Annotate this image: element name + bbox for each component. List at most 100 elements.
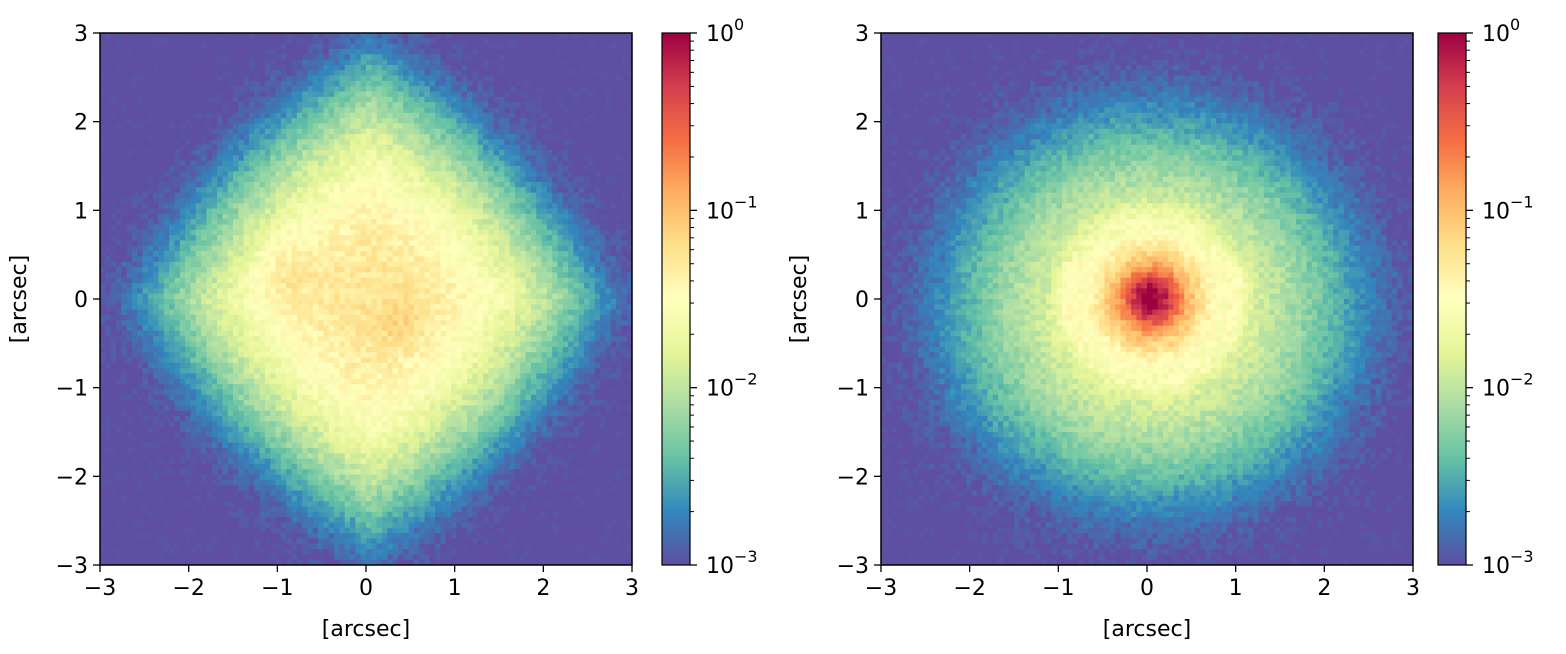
- heatmap-cell: [435, 166, 441, 172]
- heatmap-cell: [196, 102, 202, 108]
- heatmap-cell: [292, 70, 298, 76]
- heatmap-cell: [137, 225, 143, 231]
- heatmap-cell: [292, 294, 298, 300]
- heatmap-cell: [169, 81, 175, 87]
- heatmap-cell: [446, 155, 452, 161]
- heatmap-cell: [387, 166, 393, 172]
- heatmap-cell: [499, 203, 505, 209]
- heatmap-cell: [568, 38, 574, 44]
- heatmap-cell: [520, 44, 526, 50]
- heatmap-cell: [467, 294, 473, 300]
- heatmap-cell: [185, 256, 191, 262]
- heatmap-cell: [382, 54, 388, 60]
- heatmap-cell: [228, 81, 234, 87]
- heatmap-cell: [111, 256, 117, 262]
- heatmap-cell: [100, 107, 106, 113]
- heatmap-cell: [573, 150, 579, 156]
- heatmap-cell: [595, 209, 601, 215]
- heatmap-cell: [446, 54, 452, 60]
- heatmap-cell: [584, 209, 590, 215]
- heatmap-cell: [573, 230, 579, 236]
- heatmap-cell: [169, 171, 175, 177]
- heatmap-cell: [552, 134, 558, 140]
- heatmap-cell: [520, 123, 526, 129]
- heatmap-cell: [403, 256, 409, 262]
- heatmap-cell: [526, 123, 532, 129]
- heatmap-cell: [366, 102, 372, 108]
- heatmap-cell: [515, 86, 521, 92]
- heatmap-cell: [600, 193, 606, 199]
- heatmap-cell: [462, 150, 468, 156]
- heatmap-cell: [121, 92, 127, 98]
- heatmap-cell: [297, 278, 303, 284]
- heatmap-cell: [217, 123, 223, 129]
- heatmap-cell: [584, 182, 590, 188]
- heatmap-cell: [355, 267, 361, 273]
- heatmap-cell: [366, 150, 372, 156]
- heatmap-cell: [382, 76, 388, 82]
- heatmap-cell: [169, 118, 175, 124]
- heatmap-cell: [174, 219, 180, 225]
- heatmap-cell: [387, 92, 393, 98]
- heatmap-cell: [116, 44, 122, 50]
- heatmap-cell: [206, 235, 212, 241]
- heatmap-cell: [425, 198, 431, 204]
- heatmap-cell: [174, 251, 180, 257]
- heatmap-cell: [212, 288, 218, 294]
- heatmap-cell: [393, 182, 399, 188]
- heatmap-cell: [605, 198, 611, 204]
- heatmap-cell: [414, 113, 420, 119]
- heatmap-cell: [456, 33, 462, 39]
- heatmap-cell: [164, 81, 170, 87]
- heatmap-cell: [403, 294, 409, 300]
- heatmap-cell: [510, 123, 516, 129]
- heatmap-cell: [488, 182, 494, 188]
- heatmap-cell: [201, 44, 207, 50]
- heatmap-cell: [393, 251, 399, 257]
- heatmap-cell: [174, 214, 180, 220]
- heatmap-cell: [563, 49, 569, 55]
- heatmap-cell: [451, 182, 457, 188]
- heatmap-cell: [260, 113, 266, 119]
- heatmap-cell: [419, 198, 425, 204]
- heatmap-cell: [456, 219, 462, 225]
- heatmap-cell: [292, 81, 298, 87]
- heatmap-cell: [244, 145, 250, 151]
- heatmap-cell: [196, 155, 202, 161]
- heatmap-cell: [547, 225, 553, 231]
- heatmap-cell: [313, 49, 319, 55]
- heatmap-cell: [393, 262, 399, 268]
- heatmap-cell: [206, 171, 212, 177]
- heatmap-cell: [494, 262, 500, 268]
- heatmap-cell: [307, 118, 313, 124]
- heatmap-cell: [100, 214, 106, 220]
- heatmap-cell: [254, 70, 260, 76]
- heatmap-cell: [355, 92, 361, 98]
- heatmap-cell: [419, 177, 425, 183]
- heatmap-cell: [377, 44, 383, 50]
- heatmap-cell: [387, 251, 393, 257]
- heatmap-cell: [339, 102, 345, 108]
- heatmap-cell: [143, 54, 149, 60]
- heatmap-cell: [510, 97, 516, 103]
- heatmap-cell: [366, 86, 372, 92]
- heatmap-cell: [159, 240, 165, 246]
- heatmap-cell: [446, 150, 452, 156]
- heatmap-cell: [600, 33, 606, 39]
- heatmap-cell: [302, 92, 308, 98]
- heatmap-cell: [456, 86, 462, 92]
- heatmap-cell: [478, 209, 484, 215]
- heatmap-cell: [621, 230, 627, 236]
- heatmap-cell: [531, 134, 537, 140]
- heatmap-cell: [440, 113, 446, 119]
- heatmap-cell: [451, 251, 457, 257]
- heatmap-cell: [366, 193, 372, 199]
- heatmap-cell: [153, 230, 159, 236]
- heatmap-cell: [584, 86, 590, 92]
- heatmap-cell: [568, 256, 574, 262]
- heatmap-cell: [276, 161, 282, 167]
- heatmap-cell: [526, 171, 532, 177]
- heatmap-cell: [254, 145, 260, 151]
- heatmap-cell: [387, 161, 393, 167]
- heatmap-cell: [563, 171, 569, 177]
